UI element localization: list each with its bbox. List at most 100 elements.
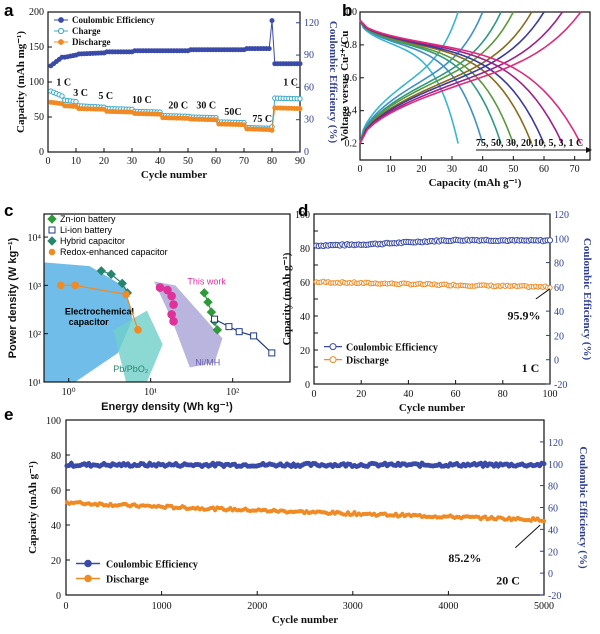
data-point: [73, 98, 79, 105]
data-point: [225, 323, 233, 331]
charge-curve: [359, 11, 582, 144]
rate-label: 3 C: [73, 88, 88, 99]
data-point: [352, 510, 357, 515]
data-point: [59, 93, 65, 99]
rate-label: 1 C: [283, 78, 298, 89]
y2-axis-label: Coulombic Efficiency (%): [581, 238, 593, 361]
x-tick-label: 5000: [534, 601, 554, 612]
y-tick-label: 1.0: [345, 7, 358, 18]
data-point: [71, 281, 79, 290]
x-tick-label: 10¹: [144, 387, 157, 398]
y2-tick-label: 40: [548, 525, 558, 536]
data-point: [203, 297, 213, 307]
x-axis-label: Capacity (mAh g⁻¹): [429, 177, 522, 189]
x-tick-label: 0: [64, 601, 69, 612]
y-tick-label: 0.8: [345, 40, 358, 51]
legend-entry: Discharge: [72, 37, 111, 47]
retention-annotation: 95.9%: [508, 308, 541, 322]
series-line: [60, 284, 139, 331]
y-tick-label: 200: [29, 7, 44, 18]
legend-marker: [47, 214, 57, 224]
x-tick-label: 20: [99, 156, 109, 167]
x-tick-label: 60: [539, 164, 549, 175]
y-tick-label: 10³: [28, 281, 41, 292]
legend-entry: Coulombic Efficiency: [346, 343, 438, 354]
rate-label: 50C: [224, 107, 241, 118]
y-tick-label: 10⁴: [28, 233, 42, 244]
annotation-arrow: [514, 524, 541, 549]
rate-annotation: 75, 50, 30, 20,10, 5, 3, 1 C: [476, 138, 583, 149]
y-tick-label: 20: [300, 346, 310, 357]
y-axis-label: Capacity (mAh g⁻¹): [281, 252, 293, 345]
voltage-curve-20-C: [359, 11, 515, 144]
y-tick-label: 0.6: [345, 73, 358, 84]
x-tick-label: 80: [498, 389, 508, 400]
data-point: [297, 61, 303, 67]
y-tick-label: 100: [295, 210, 310, 221]
rate-label: 75 C: [252, 114, 272, 125]
y-tick-label: 80: [300, 244, 310, 255]
data-point: [56, 281, 65, 290]
annotation-arrow: [535, 288, 551, 300]
panel-d: d0 20 40 60 80 100020406080100-20020406080100…: [281, 201, 593, 414]
x-tick-label: 40: [403, 389, 413, 400]
series-li-ion-battery: [210, 315, 276, 357]
y-axis-label: Voltage versus Cu²⁺/Cu: [339, 31, 351, 142]
x-tick-label: 50: [183, 156, 193, 167]
y-tick-label: 0: [305, 380, 310, 391]
charge-curve: [359, 11, 533, 144]
data-point: [117, 278, 127, 289]
x-tick-label: 10²: [226, 387, 239, 398]
y2-tick-label: 90: [304, 50, 314, 61]
data-point: [268, 349, 276, 357]
rate-label: 10 C: [132, 95, 152, 106]
y-tick-label: 40: [300, 312, 310, 323]
x-tick-label: 100: [543, 389, 558, 400]
data-point: [169, 300, 178, 309]
panel-letter-c: c: [4, 201, 13, 220]
x-tick-label: 90: [295, 156, 305, 167]
y-axis-label: Capacity (mAh g⁻¹): [27, 461, 39, 554]
data-point: [541, 518, 547, 524]
x-tick-label: 3000: [343, 601, 363, 612]
y2-tick-label: 100: [548, 460, 563, 471]
series-coulombic-efficiency: [64, 460, 547, 470]
x-tick-label: 30: [127, 156, 137, 167]
region-pb-pbo2: [113, 310, 163, 382]
y2-tick-label: 80: [554, 259, 564, 270]
panel-letter-b: b: [342, 1, 352, 20]
panel-a: a0 10 20 30 40 50 60 70 80 9005010015020003060901…: [4, 1, 339, 181]
legend-entry: Li-ion battery: [60, 225, 113, 235]
data-point: [483, 514, 488, 519]
x-tick-label: 4000: [438, 601, 458, 612]
x-axis-label: Cycle number: [272, 614, 338, 626]
data-point: [528, 518, 534, 523]
y-tick-label: 80: [51, 451, 61, 462]
rate-label: 30 C: [196, 101, 216, 112]
data-point: [297, 96, 303, 102]
panel-e: e 0 1000 2000 3000 4000 5000 0 20 40 60 80 100 -20 0 20…: [4, 405, 589, 626]
y-tick-label: 100: [46, 416, 61, 427]
legend-marker: [84, 574, 92, 583]
series-zn-ion-battery: [199, 288, 223, 335]
y-tick-label: 40: [51, 521, 61, 532]
data-point: [155, 283, 165, 292]
y-tick-label: 100: [29, 77, 44, 88]
charge-curve: [359, 11, 484, 144]
x-tick-label: 10: [71, 156, 81, 167]
x-tick-label: 20: [416, 164, 426, 175]
series-line: [101, 270, 128, 294]
data-point: [163, 285, 172, 295]
y2-tick-label: 100: [554, 234, 569, 245]
data-point: [96, 266, 107, 276]
rate-label: 5 C: [98, 91, 113, 102]
rate-arrow-head: [586, 147, 592, 153]
y-tick-label: 150: [29, 42, 44, 53]
legend-entry: Discharge: [346, 356, 389, 367]
series-discharge: [64, 499, 547, 524]
data-point: [210, 315, 218, 323]
x-tick-label: 40: [478, 164, 488, 175]
y2-tick-label: 120: [548, 438, 563, 449]
